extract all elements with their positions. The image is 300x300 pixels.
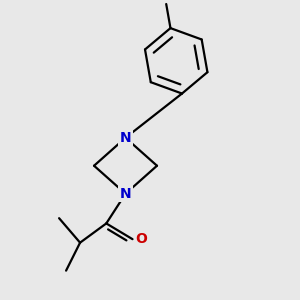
- Text: N: N: [120, 187, 131, 201]
- Text: N: N: [120, 131, 131, 145]
- Text: O: O: [135, 232, 147, 246]
